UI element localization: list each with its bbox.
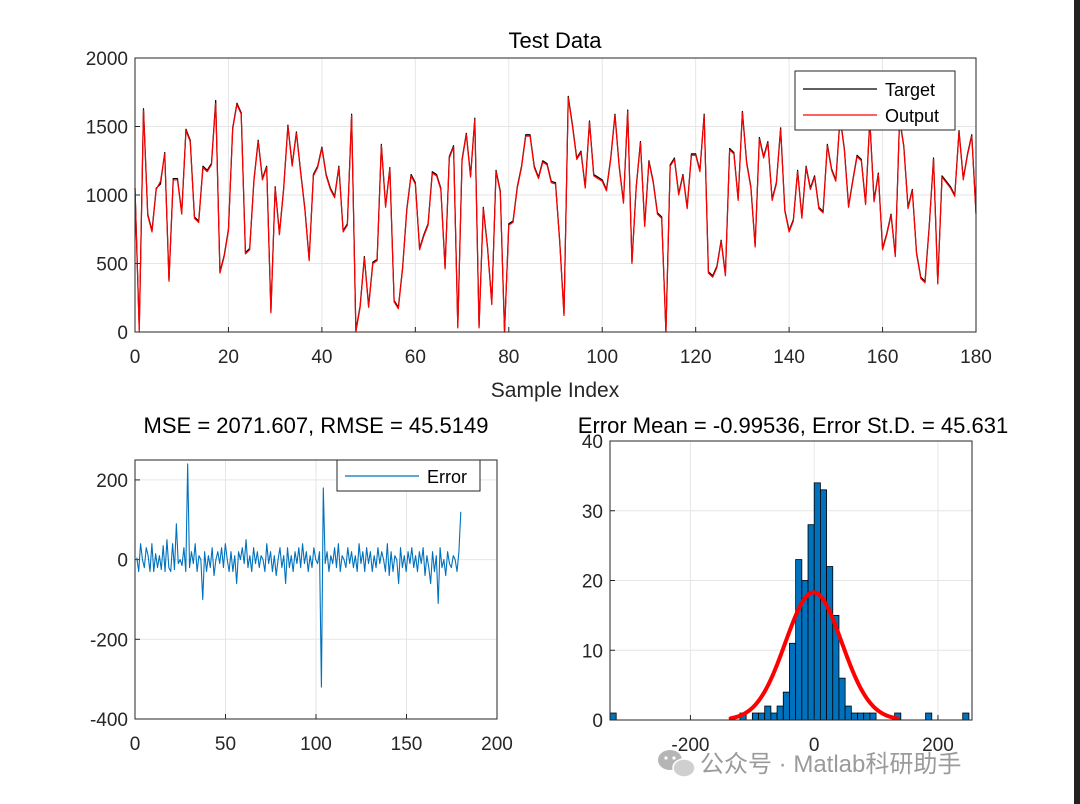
histogram-bar: [863, 712, 871, 721]
top-xtick-label: 160: [867, 347, 899, 368]
histogram-axes: -200 0 200 0 10 20 30 40 Error Mean = -0.99536,…: [578, 413, 1008, 756]
histogram-title: Error Mean = -0.99536, Error St.D. = 45.…: [578, 413, 1008, 438]
histogram-xtick-label: 0: [809, 735, 820, 756]
window-edge-bar: [1074, 0, 1080, 804]
histogram-bar: [764, 705, 772, 721]
histogram-ytick-label: 10: [582, 641, 603, 662]
histogram-bar: [807, 524, 815, 721]
histogram-bar: [813, 482, 821, 721]
top-ytick-label: 0: [117, 323, 128, 344]
histogram-bar: [609, 712, 617, 721]
top-xtick-label: 0: [130, 347, 141, 368]
top-xtick-label: 100: [586, 347, 618, 368]
histogram-bar: [789, 642, 797, 721]
series-output-line: [134, 97, 977, 333]
top-xtick-label: 180: [960, 347, 992, 368]
error-axes-box: [134, 459, 498, 720]
top-ytick-label: 2000: [86, 49, 128, 70]
histogram-xtick-label: -200: [671, 735, 709, 756]
histogram-bar: [844, 705, 852, 721]
top-xtick-label: 40: [311, 347, 332, 368]
top-ytick-label: 1000: [86, 186, 128, 207]
error-xtick-label: 100: [300, 734, 332, 755]
histogram-bar: [850, 712, 858, 721]
error-xtick-label: 50: [215, 734, 236, 755]
top-xtick-label: 80: [498, 347, 519, 368]
error-legend: Error: [336, 459, 481, 492]
error-title: MSE = 2071.607, RMSE = 45.5149: [144, 413, 489, 438]
legend-target-label: Target: [885, 80, 935, 100]
error-xtick-label: 200: [481, 734, 513, 755]
top-series: [134, 95, 977, 333]
histogram-xtick-label: 200: [922, 735, 954, 756]
legend-error-label: Error: [427, 467, 467, 487]
top-legend: Target Output: [794, 70, 956, 131]
top-xtick-label: 140: [773, 347, 805, 368]
histogram-bar: [826, 566, 834, 721]
wechat-icon: [658, 750, 696, 778]
histogram-ytick-label: 40: [582, 432, 603, 453]
histogram-bar: [857, 712, 865, 721]
error-axes: 0 50 100 150 200 -400 -200 0 200 MSE = 2071.607,…: [90, 413, 513, 755]
top-xtick-label: 20: [218, 347, 239, 368]
histogram-ytick-label: 30: [582, 502, 603, 523]
top-axes-box: [134, 57, 977, 333]
histogram-axes-box: [609, 440, 973, 721]
top-ytick-label: 1500: [86, 118, 128, 139]
top-xtick-label: 120: [680, 347, 712, 368]
top-tick-labels: 0 20 40 60 80 100 120 140 160 180 0 500 1000 1500 2000: [86, 49, 992, 368]
histogram-bar: [751, 712, 759, 721]
error-ytick-label: 200: [96, 471, 128, 492]
histogram-fit: [728, 590, 900, 721]
error-ytick-label: -200: [90, 630, 128, 651]
legend-output-label: Output: [885, 106, 939, 126]
histogram-bar: [869, 712, 877, 721]
error-series: [136, 463, 462, 688]
normal-fit-curve: [728, 590, 900, 721]
histogram-bar: [770, 712, 778, 721]
error-ytick-label: -400: [90, 710, 128, 731]
top-axes: 0 20 40 60 80 100 120 140 160 180 0 500 1000 1500 2000…: [86, 28, 992, 402]
histogram-bar: [962, 712, 970, 721]
error-xtick-label: 150: [391, 734, 423, 755]
top-ytick-label: 500: [96, 255, 128, 276]
error-ytick-label: 0: [117, 551, 128, 572]
error-tick-labels: 0 50 100 150 200 -400 -200 0 200: [90, 471, 513, 755]
top-xlabel: Sample Index: [491, 379, 620, 402]
watermark-text: 公众号 · Matlab科研助手: [700, 751, 961, 778]
histogram-ytick-label: 20: [582, 572, 603, 593]
histogram-bar: [758, 712, 766, 721]
top-xtick-label: 60: [405, 347, 426, 368]
histogram-ytick-label: 0: [592, 711, 603, 732]
top-legend-box: [794, 70, 956, 131]
histogram-bar: [795, 559, 803, 721]
histogram-bar: [776, 705, 784, 721]
top-title: Test Data: [509, 28, 603, 53]
histogram-bar: [782, 691, 790, 721]
histogram-tick-labels: -200 0 200 0 10 20 30 40: [582, 432, 954, 756]
error-xtick-label: 0: [130, 734, 141, 755]
watermark: 公众号 · Matlab科研助手: [658, 750, 961, 778]
histogram-bar: [838, 677, 846, 721]
histogram-bar: [925, 712, 933, 721]
series-error-line: [136, 463, 462, 688]
